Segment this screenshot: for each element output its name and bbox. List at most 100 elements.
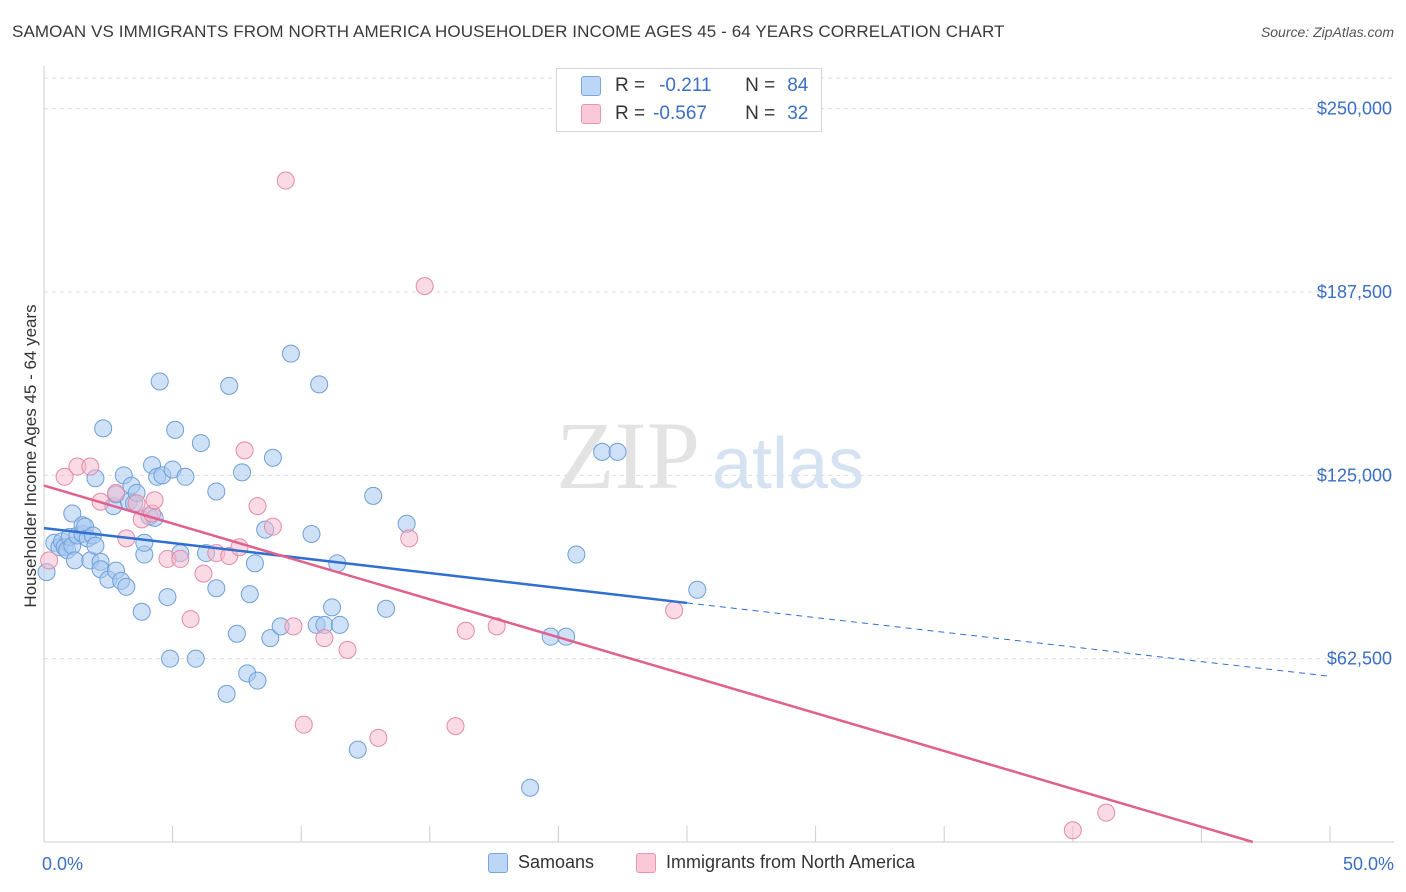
immigrants-point (400, 529, 419, 548)
watermark-atlas: atlas (712, 424, 864, 504)
samoans-point (158, 588, 177, 607)
samoans-point (233, 463, 252, 482)
samoans-trend-extension (686, 602, 1331, 677)
samoans-point (176, 467, 195, 486)
y-tick-label: $62,500 (1327, 649, 1392, 669)
legend-n-label: N = (745, 75, 776, 96)
chart-title: SAMOAN VS IMMIGRANTS FROM NORTH AMERICA … (12, 22, 1005, 41)
immigrants-point (81, 457, 100, 476)
samoans-point (117, 577, 136, 596)
samoans-point (166, 420, 185, 439)
samoans-point (323, 598, 342, 617)
samoans-point (281, 344, 300, 363)
series-swatch-samoans (488, 852, 508, 873)
immigrants-points (40, 171, 1116, 840)
immigrants-point (1063, 821, 1082, 840)
grid-lines (44, 77, 1394, 660)
samoans-point (161, 649, 180, 668)
legend-n-value: 84 (787, 75, 809, 96)
samoans-point (132, 602, 151, 621)
samoans-point (135, 533, 154, 552)
x-tick-label: 50.0% (1343, 854, 1394, 874)
immigrants-point (248, 497, 267, 516)
immigrants-point (55, 467, 74, 486)
y-tick-label: $125,000 (1317, 465, 1392, 485)
samoans-point (348, 740, 367, 759)
immigrants-point (127, 494, 146, 513)
samoans-point (207, 579, 226, 598)
samoans-point (240, 585, 259, 604)
samoans-point (377, 599, 396, 618)
samoans-points (37, 344, 707, 797)
samoans-point (521, 778, 540, 797)
samoans-point (150, 372, 169, 391)
immigrants-point (415, 277, 434, 296)
samoans-point (65, 551, 84, 570)
samoans-point (186, 649, 205, 668)
samoans-point (227, 624, 246, 643)
x-tick-label: 0.0% (42, 854, 83, 874)
immigrants-point (263, 517, 282, 536)
y-tick-label: $187,500 (1317, 282, 1392, 302)
immigrants-trend-line (43, 484, 1254, 844)
immigrants-point (446, 717, 465, 736)
samoans-point (191, 434, 210, 453)
legend-swatch-immigrants (581, 104, 601, 124)
samoans-point (364, 486, 383, 505)
series-label-samoans: Samoans (518, 852, 595, 872)
immigrants-point (456, 621, 475, 640)
immigrants-point (315, 629, 334, 648)
samoans-point (220, 376, 239, 395)
samoans-point (63, 504, 82, 523)
series-label-immigrants: Immigrants from North America (666, 852, 916, 872)
correlation-legend: R = -0.211 N = 84 R = -0.567 N = 32 (556, 68, 822, 132)
legend-r-label: R = (615, 75, 646, 96)
y-axis-title: Householder Income Ages 45 - 64 years (21, 304, 40, 607)
legend-row-samoans: R = -0.211 N = 84 (581, 73, 808, 99)
samoans-point (94, 419, 113, 438)
immigrants-point (338, 640, 357, 659)
immigrants-point (665, 601, 684, 620)
legend-swatch-samoans (581, 76, 601, 96)
samoans-point (310, 375, 329, 394)
trend-lines (43, 484, 1331, 844)
samoans-point (302, 525, 321, 543)
samoans-point (217, 684, 236, 703)
series-legend-immigrants: Immigrants from North America (636, 852, 915, 873)
samoans-point (567, 545, 586, 564)
samoans-point (261, 629, 280, 648)
series-legend-samoans: Samoans (488, 852, 594, 873)
immigrants-point (107, 483, 126, 502)
immigrants-point (1097, 803, 1116, 822)
watermark-zip: ZIP (556, 402, 700, 509)
immigrants-point (145, 491, 164, 510)
samoans-point (86, 536, 105, 555)
series-legend: Samoans Immigrants from North America (0, 852, 1406, 878)
immigrants-point (181, 610, 200, 629)
samoans-point (248, 671, 267, 690)
source-label: Source: ZipAtlas.com (1260, 24, 1394, 40)
samoans-point (593, 442, 612, 461)
samoans-point (245, 554, 264, 573)
immigrants-point (194, 564, 213, 583)
immigrants-point (40, 551, 59, 570)
legend-r-value: -0.567 (653, 103, 707, 124)
series-swatch-immigrants (636, 852, 656, 873)
immigrants-point (276, 171, 295, 190)
immigrants-point (171, 549, 190, 568)
immigrants-point (294, 715, 313, 734)
tick-labels: $62,500 $125,000 $187,500 $250,000 0.0% 50.0% (42, 99, 1394, 874)
legend-n-value: 32 (787, 103, 809, 124)
immigrants-point (284, 617, 303, 636)
legend-n-label: N = (745, 103, 776, 124)
samoans-point (688, 580, 707, 599)
y-tick-label: $250,000 (1317, 99, 1392, 119)
samoans-point (397, 514, 416, 533)
samoans-point (207, 482, 226, 501)
legend-row-immigrants: R = -0.567 N = 32 (581, 101, 808, 127)
samoans-point (608, 442, 627, 461)
legend-r-value: -0.211 (659, 75, 712, 96)
immigrants-point (235, 441, 254, 460)
samoans-point (330, 615, 349, 634)
